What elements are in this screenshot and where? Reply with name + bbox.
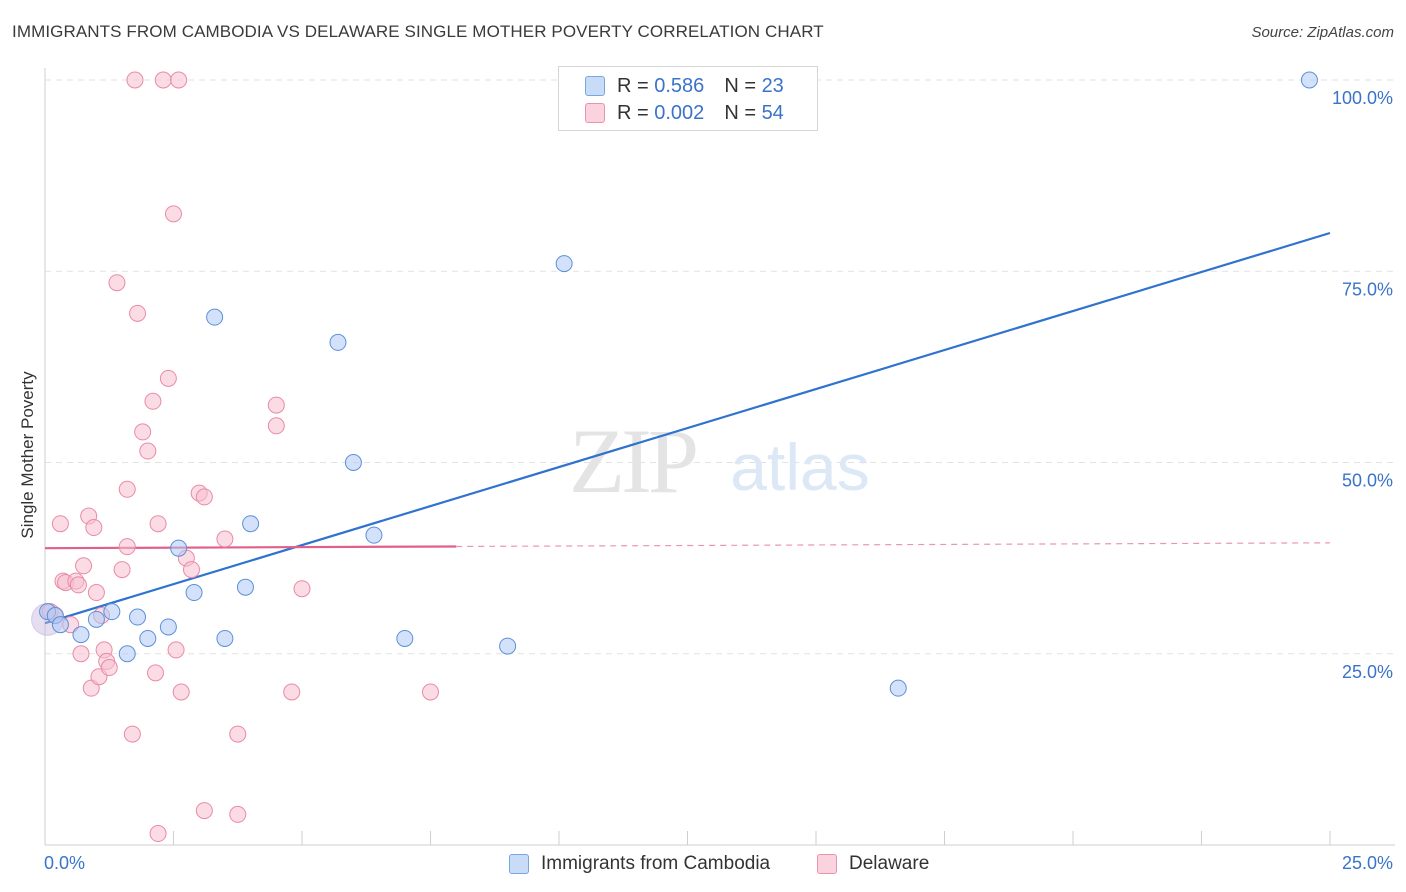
grid-lines (45, 79, 1395, 655)
data-point-delaware (229, 805, 247, 823)
data-point-delaware (126, 71, 144, 89)
x-tick-label: 0.0% (44, 853, 85, 873)
data-point-delaware (229, 725, 247, 743)
legend-n-label: N = (724, 74, 756, 97)
data-point-delaware (147, 664, 165, 682)
data-point-cambodia (889, 679, 907, 697)
data-point-delaware (154, 71, 172, 89)
data-point-delaware (87, 584, 105, 602)
axes (44, 68, 1395, 846)
data-point-delaware (113, 561, 131, 579)
legend-swatch-cambodia (585, 76, 605, 96)
bottom-legend-label-cambodia: Immigrants from Cambodia (541, 853, 771, 874)
data-point-cambodia (129, 608, 147, 626)
legend-row-cambodia: R = 0.586 N = 23 (585, 73, 784, 99)
data-point-delaware (129, 304, 147, 322)
legend-r-value: 0.586 (654, 74, 705, 97)
data-point-delaware (182, 561, 200, 579)
data-point-cambodia (103, 603, 121, 621)
data-point-delaware (123, 725, 141, 743)
watermark: ZIP atlas (569, 410, 870, 512)
data-point-delaware (195, 488, 213, 506)
watermark-zip: ZIP (569, 410, 696, 512)
data-point-delaware (149, 825, 167, 843)
chart-title: IMMIGRANTS FROM CAMBODIA VS DELAWARE SIN… (12, 22, 824, 41)
trend-line-delaware (44, 545, 457, 550)
bottom-legend-label-delaware: Delaware (849, 853, 930, 874)
bottom-legend-swatch-cambodia (509, 854, 529, 874)
data-point-delaware (118, 538, 136, 556)
data-point-cambodia (72, 626, 90, 644)
y-tick-label: 25.0% (1342, 662, 1393, 682)
data-point-cambodia (344, 454, 362, 471)
data-point-cambodia (139, 629, 157, 647)
bottom-legend-swatch-delaware (817, 854, 837, 874)
data-point-cambodia (555, 255, 573, 273)
data-point-delaware (139, 442, 157, 460)
data-point-delaware (172, 683, 190, 701)
data-point-delaware (267, 396, 285, 414)
data-point-cambodia (1300, 71, 1318, 89)
data-point-cambodia (159, 618, 177, 636)
trend-lines (44, 231, 1331, 625)
data-point-delaware (149, 515, 167, 533)
data-point-delaware (144, 392, 162, 410)
y-tick-label: 100.0% (1332, 88, 1393, 108)
data-point-delaware (267, 417, 285, 435)
legend-n-label: N = (724, 101, 756, 124)
data-points (31, 71, 1318, 843)
legend-r-value: 0.002 (654, 101, 705, 124)
data-point-cambodia (185, 584, 203, 602)
data-point-cambodia (170, 539, 188, 557)
data-point-cambodia (365, 526, 383, 544)
data-point-delaware (195, 802, 213, 820)
data-point-cambodia (242, 515, 260, 533)
data-point-delaware (422, 683, 439, 701)
data-point-delaware (283, 683, 301, 701)
data-point-delaware (216, 530, 234, 548)
legend-r-label: R = (617, 74, 649, 97)
data-point-delaware (165, 205, 182, 223)
data-point-delaware (134, 423, 152, 441)
data-point-cambodia (51, 616, 69, 634)
data-point-cambodia (216, 629, 234, 647)
data-point-delaware (108, 274, 126, 292)
trend-line-delaware-dashed (456, 542, 1331, 548)
data-point-delaware (85, 519, 103, 537)
trend-line-cambodia (44, 231, 1331, 625)
data-point-cambodia (236, 578, 254, 596)
data-point-delaware (51, 515, 69, 533)
data-point-cambodia (87, 610, 105, 628)
legend-swatch-delaware (585, 103, 605, 123)
legend-n-value: 54 (761, 101, 784, 124)
data-point-delaware (69, 576, 87, 594)
data-point-cambodia (499, 637, 517, 655)
y-tick-label: 50.0% (1342, 471, 1393, 491)
data-point-cambodia (329, 333, 347, 351)
data-point-delaware (167, 641, 185, 659)
legend-n-value: 23 (761, 74, 784, 97)
y-tick-label: 75.0% (1342, 279, 1393, 299)
correlation-legend: R = 0.586 N = 23 R = 0.002 N = 54 (558, 66, 818, 131)
data-point-delaware (118, 480, 136, 498)
data-point-delaware (100, 659, 118, 677)
legend-row-delaware: R = 0.002 N = 54 (585, 100, 784, 126)
legend-r-label: R = (617, 101, 649, 124)
source-label: Source: ZipAtlas.com (1251, 24, 1394, 41)
data-point-delaware (170, 71, 188, 89)
data-point-delaware (293, 580, 311, 598)
data-point-cambodia (396, 629, 414, 647)
data-point-delaware (159, 369, 177, 387)
data-point-delaware (72, 645, 90, 663)
x-tick-label: 25.0% (1342, 853, 1393, 873)
data-point-delaware (75, 557, 93, 575)
bottom-legend-delaware: Delaware (817, 852, 929, 876)
watermark-atlas: atlas (730, 430, 869, 504)
tick-labels: 25.0% 50.0% 75.0% 100.0% 0.0% 25.0% (44, 88, 1393, 873)
bottom-legend-cambodia: Immigrants from Cambodia (509, 852, 770, 876)
data-point-cambodia (118, 645, 136, 663)
data-point-cambodia (206, 308, 224, 326)
